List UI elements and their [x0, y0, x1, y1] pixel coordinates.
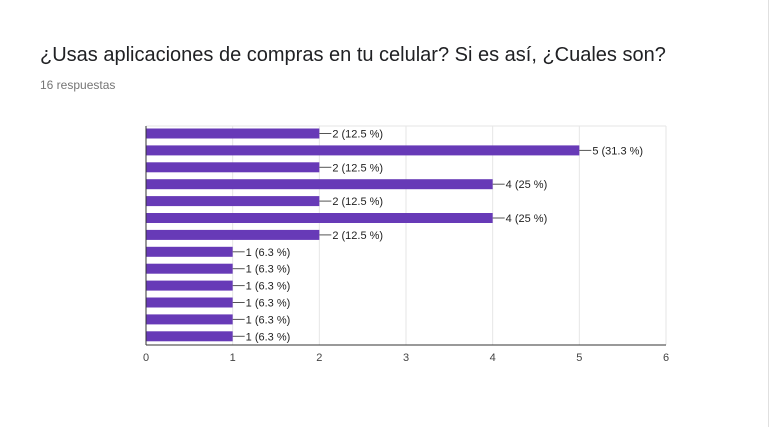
bar — [146, 229, 320, 240]
x-tick-label: 5 — [576, 352, 582, 364]
bar-data-label: 2 (12.5 %) — [332, 162, 383, 174]
x-tick-label: 2 — [316, 352, 322, 364]
bar-data-label: 4 (25 %) — [506, 213, 548, 225]
bar-data-label: 2 (12.5 %) — [332, 230, 383, 242]
bar-data-label: 2 (12.5 %) — [332, 129, 383, 141]
bar-data-label: 5 (31.3 %) — [592, 145, 643, 157]
bar-data-label: 1 (6.3 %) — [246, 247, 291, 259]
bar — [146, 297, 233, 308]
bar-data-label: 4 (25 %) — [506, 179, 548, 191]
bar-data-label: 1 (6.3 %) — [246, 281, 291, 293]
bar — [146, 331, 233, 342]
bar-data-label: 1 (6.3 %) — [246, 331, 291, 343]
bar-data-label: 2 (12.5 %) — [332, 196, 383, 208]
bar-data-label: 1 (6.3 %) — [246, 298, 291, 310]
bar — [146, 314, 233, 325]
bar — [146, 162, 320, 173]
bar — [146, 213, 493, 223]
x-tick-label: 3 — [403, 352, 409, 364]
bar-data-label: 1 (6.3 %) — [246, 314, 291, 326]
x-tick-label: 0 — [143, 352, 149, 364]
bar — [146, 179, 493, 190]
bar — [146, 280, 233, 291]
bar-data-label: 1 (6.3 %) — [246, 264, 291, 276]
x-tick-label: 4 — [490, 352, 496, 364]
question-title: ¿Usas aplicaciones de compras en tu celu… — [40, 44, 666, 66]
response-count: 16 respuestas — [40, 78, 116, 92]
x-tick-label: 1 — [230, 352, 236, 364]
x-tick-label: 6 — [663, 352, 669, 364]
bar — [146, 263, 233, 274]
bar — [146, 145, 580, 156]
bar — [146, 128, 320, 139]
bar — [146, 246, 233, 257]
bar — [146, 196, 320, 207]
